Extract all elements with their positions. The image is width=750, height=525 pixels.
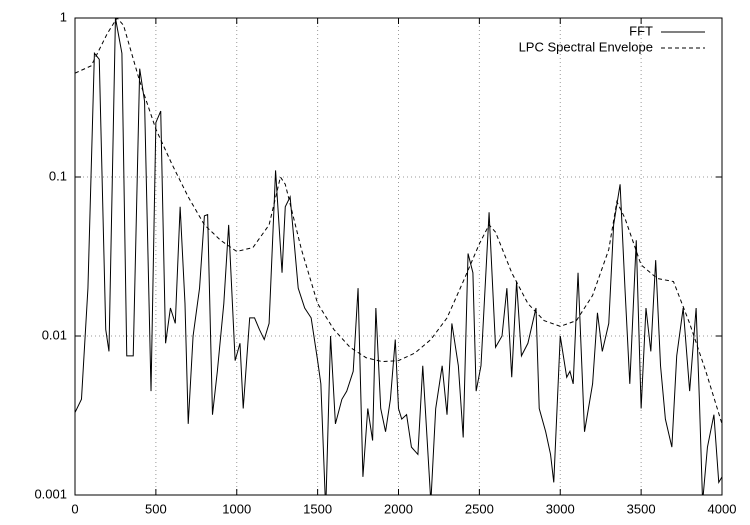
line [75, 18, 722, 425]
y-tick-label: 0.01 [42, 327, 67, 342]
x-tick-label: 3000 [546, 501, 575, 516]
x-tick-label: 500 [145, 501, 167, 516]
x-tick-label: 2500 [465, 501, 494, 516]
x-tick-label: 4000 [708, 501, 737, 516]
x-tick-label: 0 [71, 501, 78, 516]
plot-frame [74, 17, 723, 496]
x-tick-label: 2000 [384, 501, 413, 516]
y-tick-label: 0.1 [49, 168, 67, 183]
y-tick-label: 1 [60, 9, 67, 24]
x-tick-label: 1500 [303, 501, 332, 516]
x-tick-label: 1000 [222, 501, 251, 516]
x-tick-label: 3500 [627, 501, 656, 516]
y-tick-label: 0.001 [34, 486, 67, 501]
legend-label: FFT [629, 23, 653, 38]
line [75, 18, 722, 495]
legend-label: LPC Spectral Envelope [519, 39, 653, 54]
plot-area [75, 18, 722, 495]
